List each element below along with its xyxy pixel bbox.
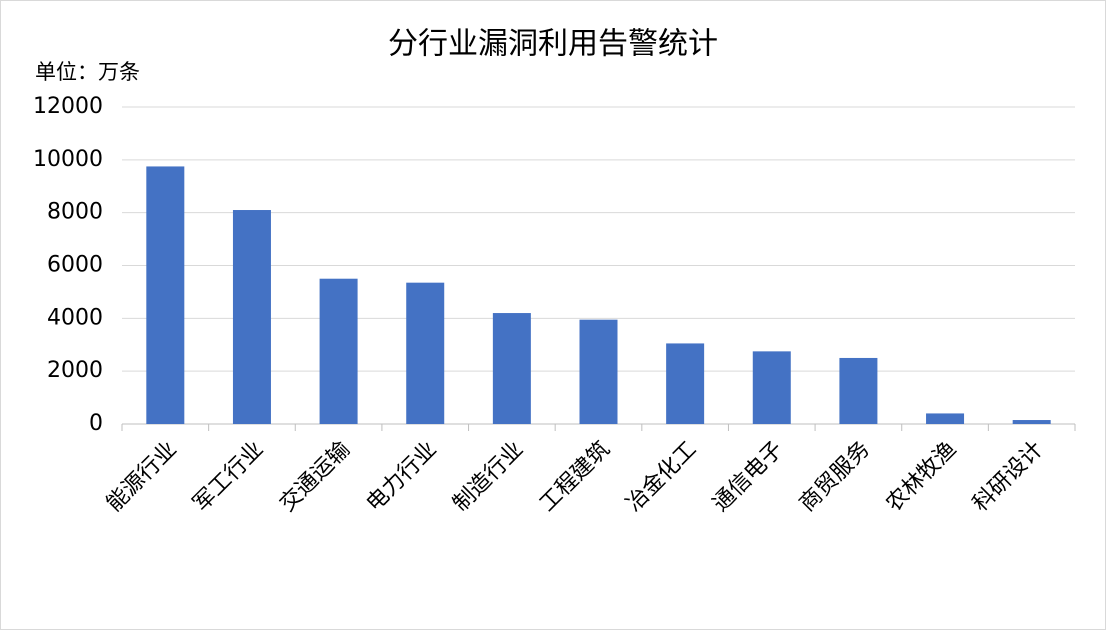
y-tick-label: 8000 [47, 200, 103, 225]
bar [232, 210, 271, 424]
y-tick-label: 10000 [33, 147, 103, 172]
bar [406, 282, 445, 424]
bar [579, 319, 618, 424]
y-tick-label: 4000 [47, 305, 103, 330]
chart-title: 分行业漏洞利用告警统计 [388, 27, 718, 62]
bar [1012, 420, 1051, 424]
y-tick-label: 0 [89, 411, 103, 436]
bar [752, 351, 791, 424]
bar [839, 357, 878, 424]
bar [492, 313, 531, 424]
bar [666, 343, 705, 424]
bar [319, 278, 358, 424]
y-tick-label: 6000 [47, 253, 103, 278]
unit-label: 单位：万条 [35, 60, 140, 84]
bar [146, 166, 185, 424]
y-tick-label: 12000 [33, 94, 103, 119]
bar [926, 413, 965, 424]
y-tick-label: 2000 [47, 358, 103, 383]
